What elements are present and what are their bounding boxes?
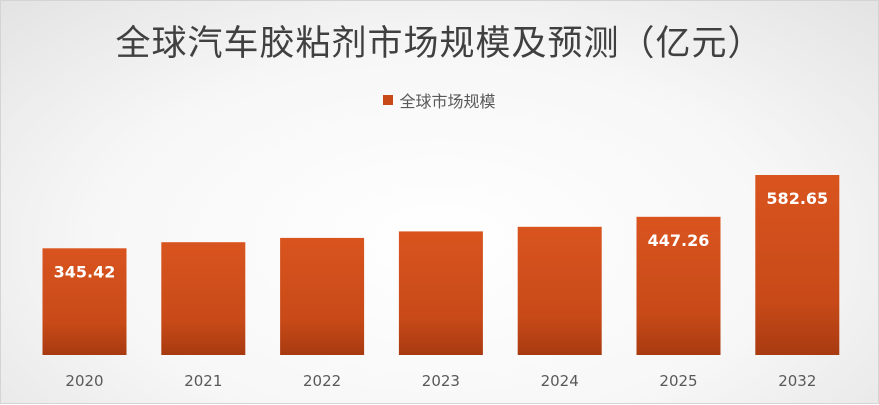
x-tick-2022: 2022	[303, 372, 341, 390]
x-tick-2020: 2020	[65, 372, 103, 390]
legend: 全球市场规模	[1, 88, 878, 112]
bar-2020	[42, 248, 127, 355]
data-label-2032: 582.65	[766, 189, 828, 208]
data-label-2025: 447.26	[648, 231, 710, 250]
legend-swatch	[383, 95, 394, 105]
data-label-2020: 345.42	[54, 262, 116, 281]
x-tick-2024: 2024	[541, 372, 579, 390]
bar-2032	[755, 175, 840, 355]
x-tick-2025: 2025	[659, 372, 697, 390]
bar-2024	[517, 226, 602, 355]
legend-label: 全球市场规模	[399, 92, 496, 111]
chart-title: 全球汽车胶粘剂市场规模及预测（亿元）	[115, 24, 764, 64]
bar-2022	[280, 237, 365, 355]
x-tick-2023: 2023	[422, 372, 460, 390]
x-tick-2021: 2021	[184, 372, 222, 390]
bar-2025	[636, 216, 721, 355]
bar-2021	[161, 242, 246, 355]
bar-2023	[398, 231, 483, 355]
x-tick-2032: 2032	[778, 372, 816, 390]
